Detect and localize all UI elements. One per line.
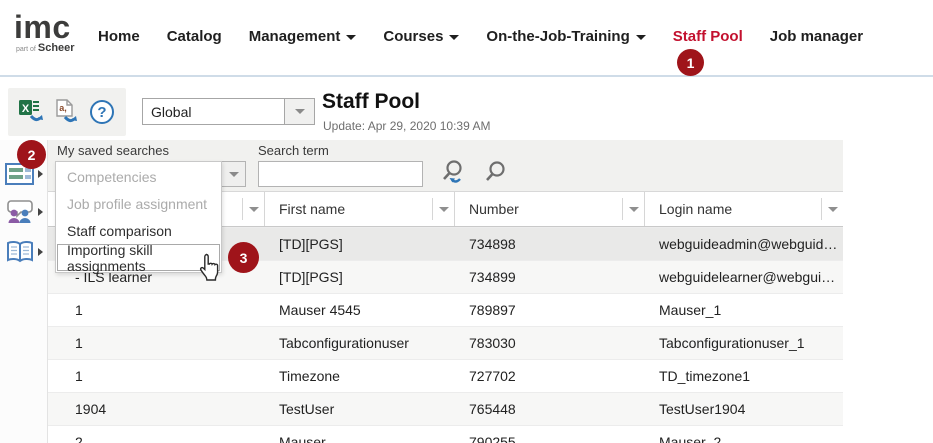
nav-catalog[interactable]: Catalog <box>166 28 222 45</box>
chevron-down-icon <box>228 171 239 177</box>
step-badge-2: 2 <box>17 140 46 169</box>
nav-staff-pool[interactable]: Staff Pool <box>672 28 743 45</box>
menu-item-job-profile-assignment[interactable]: Job profile assignment <box>67 195 208 212</box>
cell-number: 727702 <box>469 368 516 384</box>
scope-select-button[interactable] <box>284 99 314 124</box>
scope-select-value: Global <box>151 103 192 120</box>
table-row[interactable]: 1 Tabconfigurationuser 783030 Tabconfigu… <box>48 326 843 359</box>
column-header-number[interactable]: Number <box>455 192 645 226</box>
column-header-login-name[interactable]: Login name <box>645 192 843 226</box>
cell: 1 <box>75 335 83 351</box>
cell: - ILS learner <box>75 269 153 285</box>
help-icon[interactable]: ? <box>86 96 118 128</box>
saved-searches-menu: Competencies Job profile assignment Staf… <box>55 161 222 274</box>
cell-first-name: [TD][PGS] <box>279 236 343 252</box>
table-row[interactable]: 1 Mauser 4545 789897 Mauser_1 <box>48 293 843 326</box>
menu-item-importing-skill-assignments[interactable]: Importing skill assignments <box>57 242 220 274</box>
svg-text:X: X <box>21 103 29 115</box>
cell-first-name: TestUser <box>279 401 335 417</box>
menu-item-staff-comparison[interactable]: Staff comparison <box>67 222 172 239</box>
menu-item-competencies[interactable]: Competencies <box>67 168 157 185</box>
column-header-1[interactable] <box>48 192 265 226</box>
filter-dropdown-icon <box>248 206 259 212</box>
column-header-first-name[interactable]: First name <box>265 192 455 226</box>
cell-number: 789897 <box>469 302 516 318</box>
saved-searches-label: My saved searches <box>57 143 169 158</box>
cell-login-name: TD_timezone1 <box>659 368 751 384</box>
nav-courses[interactable]: Courses <box>383 28 460 45</box>
logo-subtext: part of Scheer <box>16 42 75 54</box>
expand-arrow-icon <box>38 248 43 256</box>
header-divider <box>0 75 933 77</box>
scope-select[interactable]: Global <box>142 98 315 125</box>
cell-first-name: Mauser <box>279 434 326 443</box>
chevron-down-icon <box>294 109 305 114</box>
chevron-down-icon <box>635 35 646 40</box>
table-row[interactable]: 2 Mauser 790255 Mauser_2 <box>48 425 843 443</box>
column-filter-button[interactable] <box>622 198 644 220</box>
csv-export-icon[interactable]: a, <box>51 96 83 128</box>
column-filter-button[interactable] <box>821 198 843 220</box>
table-row[interactable]: 1 Timezone 727702 TD_timezone1 <box>48 359 843 392</box>
svg-text:?: ? <box>98 104 107 121</box>
excel-export-icon[interactable]: X <box>16 96 48 128</box>
step-badge-3: 3 <box>228 242 259 273</box>
new-search-icon[interactable] <box>440 158 470 186</box>
cell-number: 790255 <box>469 434 516 443</box>
page-update-timestamp: Update: Apr 29, 2020 10:39 AM <box>323 119 491 133</box>
top-header: imc part of Scheer Home Catalog Managemen… <box>0 0 933 75</box>
filter-dropdown-icon <box>628 206 639 212</box>
expand-arrow-icon <box>38 170 43 178</box>
search-term-label: Search term <box>258 143 329 158</box>
cell-number: 765448 <box>469 401 516 417</box>
cell-login-name: webguidelearner@webgui… <box>659 269 836 285</box>
svg-text:a,: a, <box>59 103 67 113</box>
search-term-input[interactable] <box>258 161 423 187</box>
cell-first-name: Mauser 4545 <box>279 302 361 318</box>
column-filter-button[interactable] <box>242 198 264 220</box>
chevron-down-icon <box>346 35 357 40</box>
cell-login-name: Tabconfigurationuser_1 <box>659 335 805 351</box>
expand-arrow-icon <box>38 208 43 216</box>
cell-number: 783030 <box>469 335 516 351</box>
page-title: Staff Pool <box>322 90 420 113</box>
saved-searches-select-button[interactable] <box>221 162 245 186</box>
hand-cursor-icon <box>197 252 223 287</box>
cell-login-name: TestUser1904 <box>659 401 746 417</box>
cell: 2 <box>75 434 83 443</box>
cell-login-name: webguideadmin@webguid… <box>659 236 838 252</box>
cell-first-name: Tabconfigurationuser <box>279 335 409 351</box>
staff-comparison-icon[interactable] <box>5 196 47 228</box>
nav-on-the-job-training[interactable]: On-the-Job-Training <box>486 28 646 45</box>
table-row[interactable]: 1904 TestUser 765448 TestUser1904 <box>48 392 843 425</box>
saved-search-panel-icon[interactable] <box>5 158 47 190</box>
cell: 1904 <box>75 401 107 417</box>
column-filter-button[interactable] <box>432 198 454 220</box>
cell: 1 <box>75 368 83 384</box>
filter-dropdown-icon <box>827 206 838 212</box>
nav-job-manager[interactable]: Job manager <box>769 28 864 45</box>
cell-first-name: [TD][PGS] <box>279 269 343 285</box>
catalog-book-icon[interactable] <box>5 236 47 268</box>
search-icon[interactable] <box>484 159 508 185</box>
cell-login-name: Mauser_2 <box>659 434 722 443</box>
left-sidebar <box>0 140 48 443</box>
main-navigation: Home Catalog Management Courses On-the-J… <box>98 28 863 45</box>
logo-text: imc <box>14 9 71 45</box>
cell-first-name: Timezone <box>279 368 340 384</box>
chevron-down-icon <box>449 35 460 40</box>
cell: 1 <box>75 302 83 318</box>
nav-management[interactable]: Management <box>249 28 357 45</box>
nav-home[interactable]: Home <box>98 28 140 45</box>
cell-number: 734898 <box>469 236 516 252</box>
cell-number: 734899 <box>469 269 516 285</box>
cell-login-name: Mauser_1 <box>659 302 722 318</box>
filter-dropdown-icon <box>438 206 449 212</box>
imc-logo[interactable]: imc part of Scheer <box>14 9 84 54</box>
step-badge-1: 1 <box>677 49 704 76</box>
export-toolbar: X a, ? <box>8 88 126 136</box>
